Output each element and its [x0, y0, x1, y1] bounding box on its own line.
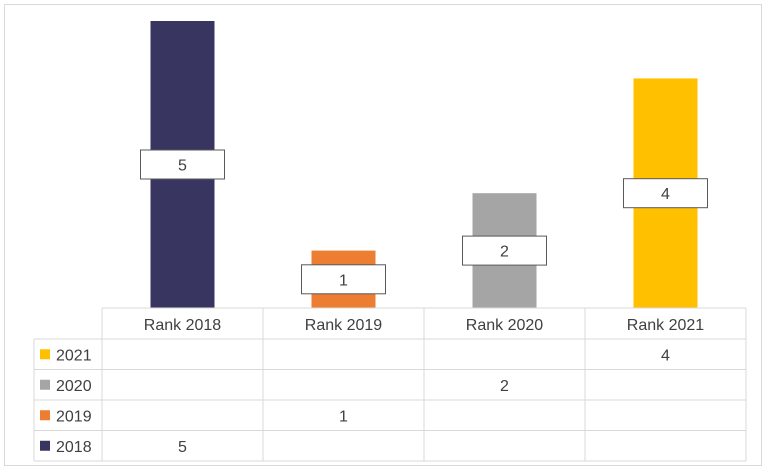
- data-label-box-2019: [301, 264, 386, 295]
- data-labels-layer: 5 1 2 4: [140, 149, 708, 295]
- category-label: Rank 2018: [144, 317, 221, 334]
- legend-label-2021: 2021: [56, 347, 92, 364]
- category-label: Rank 2020: [466, 317, 543, 334]
- category-label: Rank 2021: [627, 317, 704, 334]
- table-cell-value: 1: [339, 408, 348, 425]
- table-cell-value: 2: [500, 378, 509, 395]
- data-label-box-2020: [462, 235, 547, 266]
- data-table: Rank 2018 Rank 2019 Rank 2020 Rank 2021 2021…: [33, 307, 747, 462]
- table-cell-value: 5: [178, 439, 187, 456]
- table-cell-value: 4: [661, 347, 670, 364]
- data-label-2020: 2: [500, 244, 509, 261]
- data-label-2021: 4: [661, 186, 670, 203]
- legend-key-2021: [40, 349, 50, 360]
- bars-layer: [150, 21, 698, 309]
- legend-key-2020: [40, 379, 50, 390]
- legend-key-2019: [40, 410, 50, 421]
- data-label-box-2018: [140, 149, 225, 180]
- legend-key-2018: [40, 440, 50, 451]
- category-label: Rank 2019: [305, 317, 382, 334]
- legend-label-2020: 2020: [56, 378, 92, 395]
- data-label-2018: 5: [178, 158, 187, 175]
- legend-label-2019: 2019: [56, 408, 92, 425]
- data-label-2019: 1: [339, 272, 348, 289]
- data-label-box-2021: [623, 178, 708, 209]
- legend-label-2018: 2018: [56, 439, 92, 456]
